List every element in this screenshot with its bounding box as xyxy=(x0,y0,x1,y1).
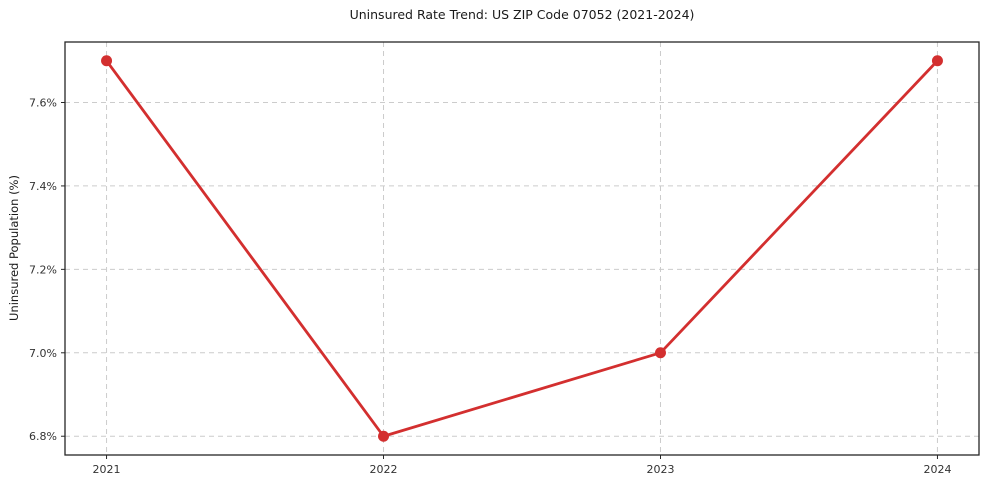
data-point-2022 xyxy=(378,430,390,442)
y-tick-label: 7.4% xyxy=(29,180,57,193)
chart-title: Uninsured Rate Trend: US ZIP Code 07052 … xyxy=(349,7,695,22)
y-tick-label: 7.6% xyxy=(29,96,57,109)
x-tick-label: 2024 xyxy=(923,463,951,476)
trend-line xyxy=(105,59,939,438)
plot-border xyxy=(64,41,980,456)
data-point-2024 xyxy=(931,55,943,67)
x-tick-label: 2022 xyxy=(370,463,398,476)
y-tick-label: 7.0% xyxy=(29,347,57,360)
data-point-2021 xyxy=(101,55,113,67)
x-tick-label: 2023 xyxy=(646,463,674,476)
data-point-2023 xyxy=(654,347,666,359)
x-tick-label: 2021 xyxy=(93,463,121,476)
y-tick-label: 7.2% xyxy=(29,263,57,276)
y-tick-label: 6.8% xyxy=(29,430,57,443)
